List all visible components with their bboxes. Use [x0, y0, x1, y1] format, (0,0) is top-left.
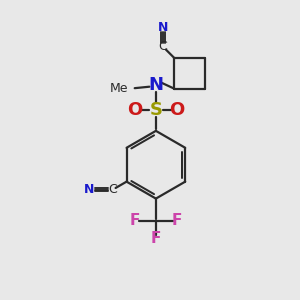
- Text: C: C: [159, 40, 167, 53]
- Text: F: F: [172, 213, 182, 228]
- Text: C: C: [108, 183, 117, 196]
- Text: S: S: [149, 101, 162, 119]
- Text: N: N: [158, 21, 168, 34]
- Text: F: F: [151, 231, 161, 246]
- Text: O: O: [127, 101, 142, 119]
- Text: O: O: [169, 101, 185, 119]
- Text: N: N: [84, 183, 94, 196]
- Text: N: N: [148, 76, 164, 94]
- Text: F: F: [130, 213, 140, 228]
- Text: Me: Me: [110, 82, 128, 95]
